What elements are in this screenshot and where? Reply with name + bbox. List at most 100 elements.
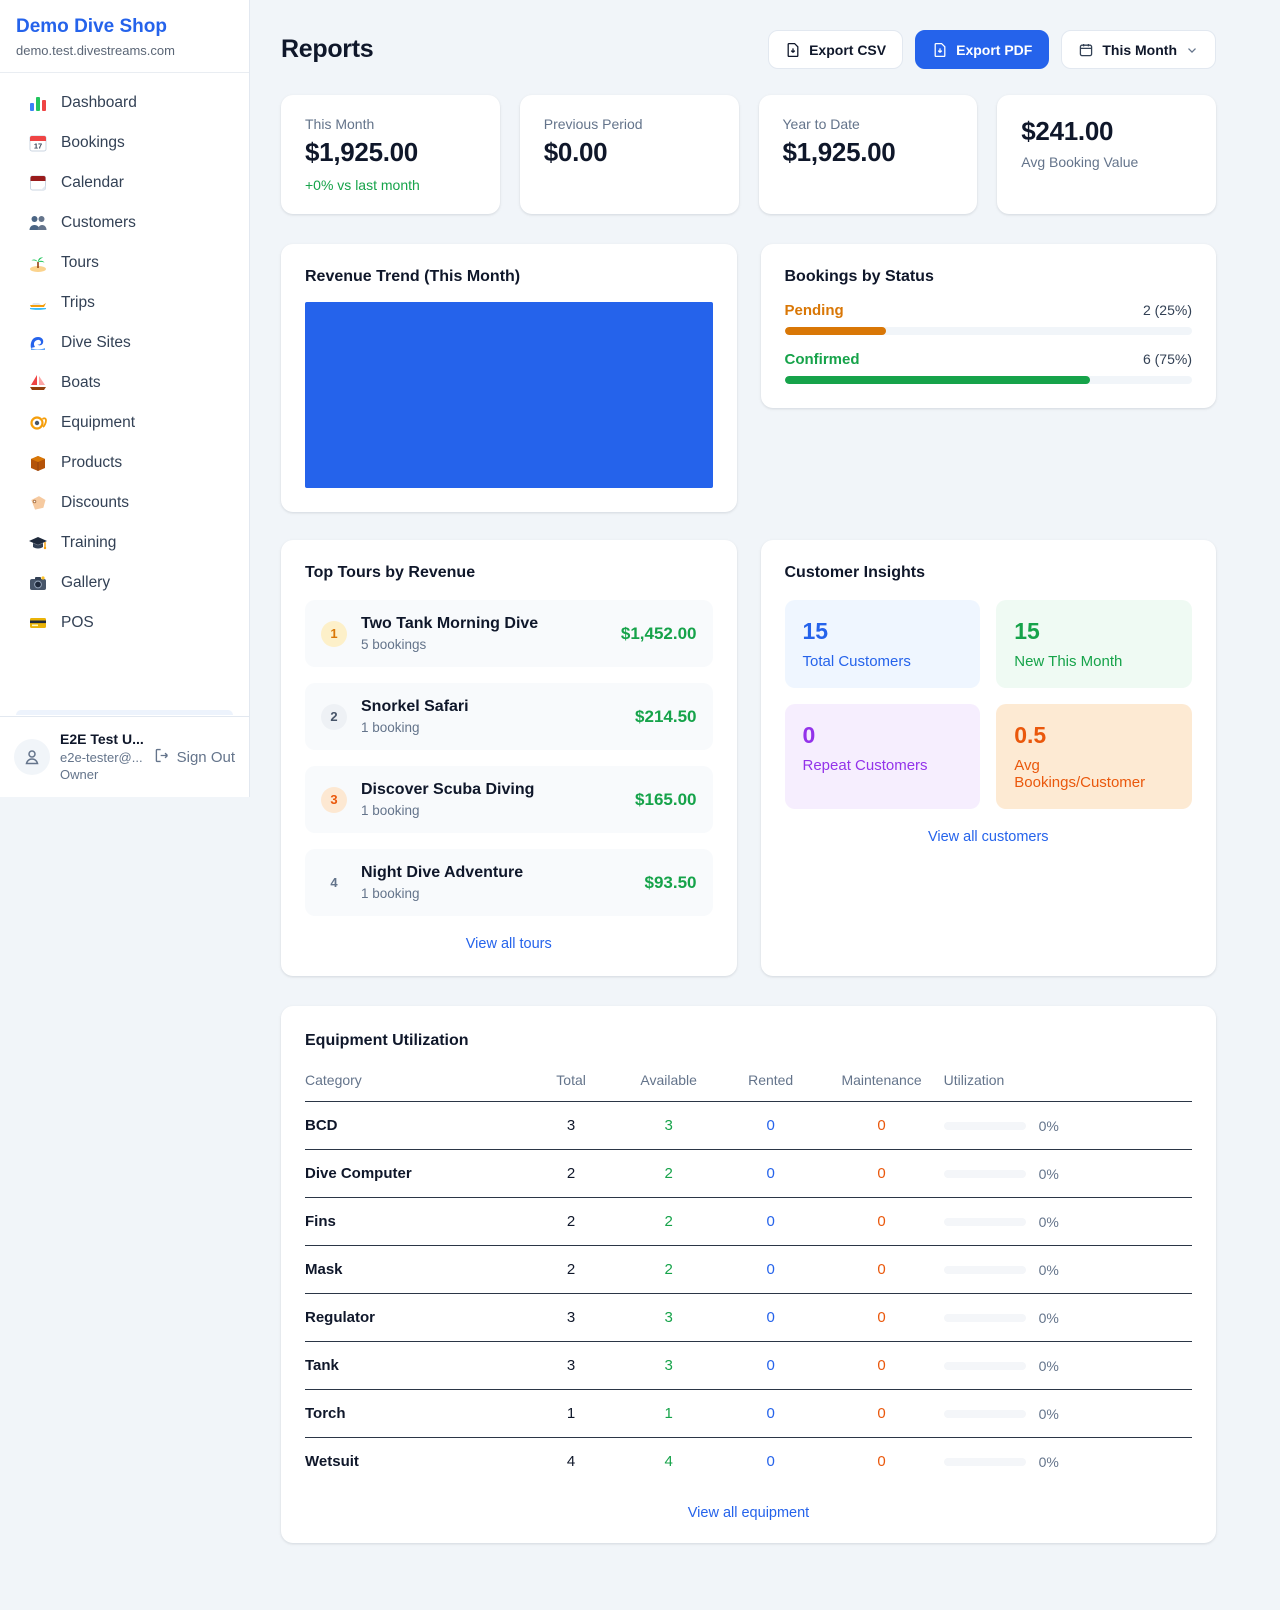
stat-value: $0.00	[543, 137, 608, 167]
customer-insights-title: Customer Insights	[784, 564, 925, 581]
sign-out-icon	[153, 747, 170, 768]
tour-bookings: 1 booking	[361, 803, 420, 818]
sign-out-button[interactable]: Sign Out	[153, 747, 235, 768]
chevron-down-icon	[1185, 43, 1199, 57]
utilization-percent: 0%	[1038, 1357, 1059, 1374]
equipment-mask-icon	[28, 413, 48, 433]
stat-value: $241.00	[1021, 116, 1114, 146]
trips-speedboat-icon	[28, 293, 48, 313]
equipment-table: Category Total Available Rented Maintena…	[305, 1064, 1192, 1485]
utilization-percent: 0%	[1038, 1165, 1059, 1182]
tour-name: Snorkel Safari	[361, 698, 469, 715]
cell-category: Mask	[305, 1245, 527, 1294]
cell-total: 1	[526, 1389, 616, 1438]
rank-badge: 3	[321, 786, 347, 813]
sidebar-item-discounts[interactable]: Discounts	[8, 483, 241, 523]
status-label-confirmed: Confirmed	[784, 351, 860, 368]
top-tours-card: Top Tours by Revenue 1 Two Tank Morning …	[281, 540, 737, 976]
tile-total-customers: 15 Total Customers	[784, 600, 981, 688]
view-all-customers-link[interactable]: View all customers	[927, 829, 1049, 845]
rank-badge: 1	[321, 620, 347, 647]
cell-category: Fins	[305, 1197, 527, 1246]
cell-maintenance: 0	[819, 1389, 944, 1438]
tile-label: New This Month	[1014, 653, 1123, 670]
view-all-tours-link[interactable]: View all tours	[465, 936, 552, 952]
stat-label: This Month	[305, 116, 375, 132]
col-maintenance: Maintenance	[819, 1064, 944, 1102]
sidebar-item-label: Equipment	[61, 414, 136, 431]
cell-rented: 0	[721, 1341, 820, 1390]
export-pdf-button[interactable]: Export PDF	[915, 30, 1050, 69]
tile-label: Repeat Customers	[802, 757, 928, 774]
utilization-percent: 0%	[1038, 1261, 1059, 1278]
page-header: Reports Export CSV Export PDF This Month	[281, 30, 1216, 69]
tour-bookings: 1 booking	[361, 886, 420, 901]
sidebar-item-label: Calendar	[61, 174, 124, 191]
table-header-row: Category Total Available Rented Maintena…	[305, 1064, 1192, 1102]
user-meta: E2E Test U... e2e-tester@... Owner	[60, 730, 144, 784]
sidebar-item-label: POS	[61, 614, 94, 631]
cell-rented: 0	[721, 1293, 820, 1342]
sidebar-item-products[interactable]: Products	[8, 443, 241, 483]
sidebar-item-customers[interactable]: Customers	[8, 203, 241, 243]
user-role: Owner	[60, 767, 99, 783]
sidebar-item-dive-sites[interactable]: Dive Sites	[8, 323, 241, 363]
sidebar-item-reports-partial[interactable]	[16, 710, 233, 715]
table-row: Fins 2 2 0 0 0%	[305, 1197, 1192, 1246]
calendar-outline-icon	[1078, 42, 1094, 58]
sidebar-item-dashboard[interactable]: Dashboard	[8, 83, 241, 123]
sidebar-item-pos[interactable]: POS	[8, 603, 241, 643]
status-value-confirmed: 6 (75%)	[1142, 351, 1192, 367]
stat-card-this-month: This Month $1,925.00 +0% vs last month	[281, 95, 500, 214]
insight-tiles: 15 Total Customers 15 New This Month 0 R…	[784, 600, 1192, 809]
status-bar-confirmed	[784, 376, 1192, 384]
bookings-calendar-icon: 17	[28, 133, 48, 153]
table-row: Regulator 3 3 0 0 0%	[305, 1293, 1192, 1342]
utilization-bar	[943, 1169, 1026, 1178]
tour-row: 3 Discover Scuba Diving 1 booking $165.0…	[305, 766, 713, 833]
period-select[interactable]: This Month	[1061, 30, 1216, 69]
customer-insights-card: Customer Insights 15 Total Customers 15 …	[760, 540, 1216, 976]
status-row-confirmed: Confirmed 6 (75%)	[785, 351, 1193, 368]
tour-bookings: 5 bookings	[361, 637, 427, 652]
svg-text:17: 17	[34, 142, 42, 151]
tour-revenue: $165.00	[635, 789, 697, 809]
period-label: This Month	[1102, 41, 1177, 58]
sidebar-item-boats[interactable]: Boats	[8, 363, 241, 403]
rank-badge: 2	[321, 703, 347, 730]
charts-row: Revenue Trend (This Month) Bookings by S…	[281, 244, 1216, 512]
tours-island-icon	[28, 253, 48, 273]
sidebar-item-calendar[interactable]: Calendar	[8, 163, 241, 203]
cell-available: 1	[615, 1389, 722, 1438]
cell-maintenance: 0	[819, 1341, 944, 1390]
cell-total: 3	[526, 1293, 616, 1342]
cell-rented: 0	[721, 1437, 820, 1485]
cell-total: 3	[526, 1341, 616, 1390]
cell-maintenance: 0	[819, 1149, 944, 1198]
tile-value: 0	[802, 722, 816, 748]
utilization-bar	[943, 1217, 1026, 1226]
table-row: Tank 3 3 0 0 0%	[305, 1341, 1192, 1390]
view-all-equipment-link[interactable]: View all equipment	[687, 1505, 810, 1521]
status-label-pending: Pending	[784, 302, 844, 319]
tour-list: 1 Two Tank Morning Dive 5 bookings $1,45…	[305, 600, 713, 916]
sidebar-item-gallery[interactable]: Gallery	[8, 563, 241, 603]
training-gradcap-icon	[28, 533, 48, 553]
sidebar-item-label: Training	[61, 534, 117, 551]
col-category: Category	[305, 1064, 527, 1102]
sidebar-item-equipment[interactable]: Equipment	[8, 403, 241, 443]
sidebar-item-label: Gallery	[61, 574, 111, 591]
tour-revenue: $93.50	[644, 872, 697, 892]
cell-category: Regulator	[305, 1293, 527, 1342]
utilization-bar	[943, 1313, 1026, 1322]
sidebar-item-trips[interactable]: Trips	[8, 283, 241, 323]
sidebar-item-tours[interactable]: Tours	[8, 243, 241, 283]
sidebar-item-training[interactable]: Training	[8, 523, 241, 563]
sidebar-item-bookings[interactable]: 17 Bookings	[8, 123, 241, 163]
header-actions: Export CSV Export PDF This Month	[768, 30, 1216, 69]
tour-name: Discover Scuba Diving	[361, 781, 535, 798]
tour-row: 2 Snorkel Safari 1 booking $214.50	[305, 683, 713, 750]
sidebar-item-label: Trips	[61, 294, 95, 311]
export-csv-button[interactable]: Export CSV	[768, 30, 904, 69]
